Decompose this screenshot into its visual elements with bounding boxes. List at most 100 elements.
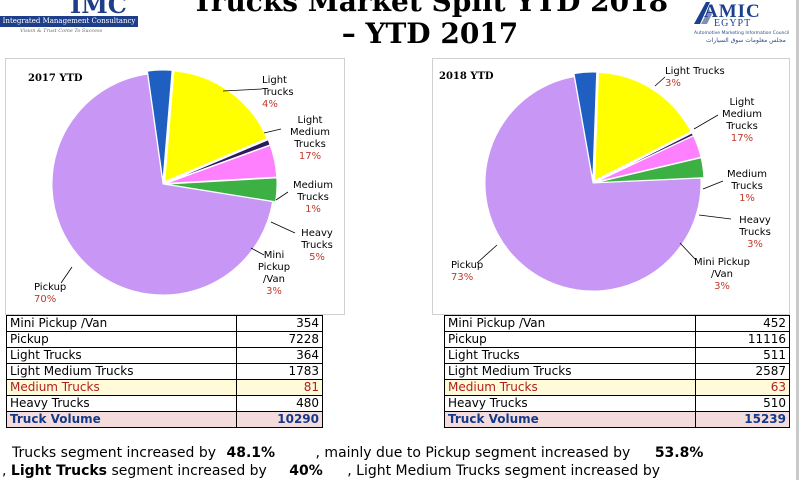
volume-table-2018: Mini Pickup /Van 452 Pickup 11116 Light Truc… <box>443 315 790 428</box>
table-row: Heavy Trucks 480 <box>5 395 323 412</box>
summary-l2-c: segment increased by <box>111 463 267 479</box>
table-cell-value: 15239 <box>695 411 790 428</box>
pie-label-line: Pickup <box>258 262 290 273</box>
pie-label-percent: 5% <box>309 252 325 263</box>
pie-label-line: Trucks <box>725 121 758 132</box>
pie-label: Medium Trucks 1% <box>727 169 767 204</box>
pie-leader-line <box>263 128 282 134</box>
summary-l2-d: 40% <box>289 463 323 479</box>
pie-label: Pickup 70% <box>34 282 66 305</box>
pie-chart-2017-title: 2017 YTD <box>28 73 83 84</box>
table-cell-value: 480 <box>236 395 323 412</box>
table-cell-value: 2587 <box>695 363 790 380</box>
table-row: Truck Volume 10290 <box>5 411 323 428</box>
table-cell-label: Heavy Trucks <box>5 395 238 412</box>
table-cell-label: Mini Pickup /Van <box>5 315 238 332</box>
pie-label-line: Trucks <box>293 139 326 150</box>
table-cell-value: 7228 <box>236 331 323 348</box>
pie-leader-line <box>476 244 498 264</box>
pie-leader-line <box>654 76 666 87</box>
pie-leader-line <box>250 247 265 256</box>
pie-label-percent: 3% <box>266 286 282 297</box>
pie-label-line: Trucks <box>261 87 294 98</box>
pie-slice-medium-trucks <box>595 132 694 183</box>
pie-label-percent: 17% <box>731 133 753 144</box>
table-cell-value: 354 <box>236 315 323 332</box>
table-cell-value: 10290 <box>236 411 323 428</box>
pie-chart-2018: 2018 YTD Light Trucks 3% Light Medium Trucks… <box>432 58 790 315</box>
pie-chart-2017: 2017 YTD Light Trucks 4% Light Medium Trucks 1… <box>5 58 345 315</box>
table-row: Truck Volume 15239 <box>443 411 790 428</box>
pie-label: Mini Pickup/Van 3% <box>258 250 290 297</box>
amic-logo-emblem-icon <box>694 2 712 24</box>
pie-leader-line <box>679 242 696 260</box>
pie-label-line: Trucks <box>296 192 329 203</box>
page-title-line1: Trucks Market Split YTD 2018 <box>191 0 669 18</box>
pie-slice-medium-trucks <box>165 139 271 184</box>
pie-label-percent: 3% <box>665 78 681 89</box>
pie-slice-light-trucks <box>146 69 173 182</box>
summary-l1-c: , mainly due to Pickup segment increased… <box>315 445 631 461</box>
pie-leader-line <box>60 266 73 284</box>
pie-label-line: Trucks <box>730 181 763 192</box>
pie-label-line: /Van <box>711 269 733 280</box>
pie-label-line: Pickup <box>451 260 483 271</box>
pie-label: Heavy Trucks 3% <box>738 215 771 250</box>
pie-leader-line <box>698 214 732 220</box>
table-row: Pickup 7228 <box>5 331 323 348</box>
volume-table-2017: Mini Pickup /Van 354 Pickup 7228 Light Truck… <box>5 315 323 428</box>
imc-logo-tagline: Vision & Trust Come To Success <box>20 28 103 34</box>
pie-label-line: Mini <box>264 250 285 261</box>
table-row: Light Trucks 511 <box>443 347 790 364</box>
pie-label-percent: 17% <box>299 151 321 162</box>
amic-logo-name: AMIC <box>704 1 761 22</box>
pie-chart-2017-svg: 2017 YTD Light Trucks 4%Light Medium Trucks 1… <box>28 69 333 305</box>
pie-label-percent: 4% <box>262 99 278 110</box>
pie-label-percent: 73% <box>451 272 473 283</box>
pie-slice-mini-pickup-van <box>595 157 705 184</box>
pie-leader-line <box>222 88 263 92</box>
pie-label-percent: 3% <box>747 239 763 250</box>
pie-label-line: Heavy <box>301 228 333 239</box>
summary-l1-a: Trucks segment increased by <box>12 445 217 461</box>
pie-chart-2018-title: 2018 YTD <box>439 71 494 82</box>
imc-logo: IMC Integrated Management Consultancy Vi… <box>0 0 138 40</box>
pie-slice-light-trucks <box>573 71 598 181</box>
table-row: Light Medium Trucks 1783 <box>5 363 323 380</box>
table-cell-label: Mini Pickup /Van <box>443 315 697 332</box>
table-cell-label: Pickup <box>5 331 238 348</box>
pie-label-line: Pickup <box>34 282 66 293</box>
table-cell-label: Pickup <box>443 331 697 348</box>
pie-slice-pickup <box>484 76 702 292</box>
pie-label-line: Mini Pickup <box>694 257 750 268</box>
pie-slice-heavy-trucks <box>165 144 278 184</box>
page-title: Trucks Market Split YTD 2018 – YTD 2017 <box>150 0 710 50</box>
pie-label-line: Trucks <box>300 240 333 251</box>
table-row: Pickup 11116 <box>443 331 790 348</box>
pie-label-line: Medium <box>290 127 330 138</box>
table-cell-label: Light Trucks <box>443 347 697 364</box>
amic-logo-country: EGYPT <box>714 18 752 29</box>
pie-label: Light Trucks 4% <box>261 75 294 110</box>
table-cell-value: 364 <box>236 347 323 364</box>
table-row: Mini Pickup /Van 354 <box>5 315 323 332</box>
summary-line-1: Trucks segment increased by 48.1% , main… <box>12 444 703 463</box>
pie-slice-light-medium-trucks <box>164 70 268 183</box>
pie-label-percent: 70% <box>34 294 56 305</box>
pie-leader-line <box>270 221 296 234</box>
table-row: Light Medium Trucks 2587 <box>443 363 790 380</box>
summary-l1-d: 53.8% <box>654 445 704 461</box>
summary-l2-a: , <box>2 463 7 479</box>
table-row: Heavy Trucks 510 <box>443 395 790 412</box>
amic-logo: AMIC EGYPT Automotive Marketing Informat… <box>688 0 796 46</box>
pie-label-percent: 1% <box>739 193 755 204</box>
pie-label: Pickup 73% <box>451 260 483 283</box>
pie-label: Mini Pickup/Van 3% <box>694 257 750 292</box>
table-cell-label: Medium Trucks <box>5 379 238 396</box>
table-row: Medium Trucks 63 <box>443 379 790 396</box>
pie-label-percent: 1% <box>305 204 321 215</box>
amic-logo-subtitle: Automotive Marketing Information Council <box>694 31 790 36</box>
pie-label: Light Medium Trucks 17% <box>722 97 762 144</box>
table-cell-label: Heavy Trucks <box>443 395 697 412</box>
